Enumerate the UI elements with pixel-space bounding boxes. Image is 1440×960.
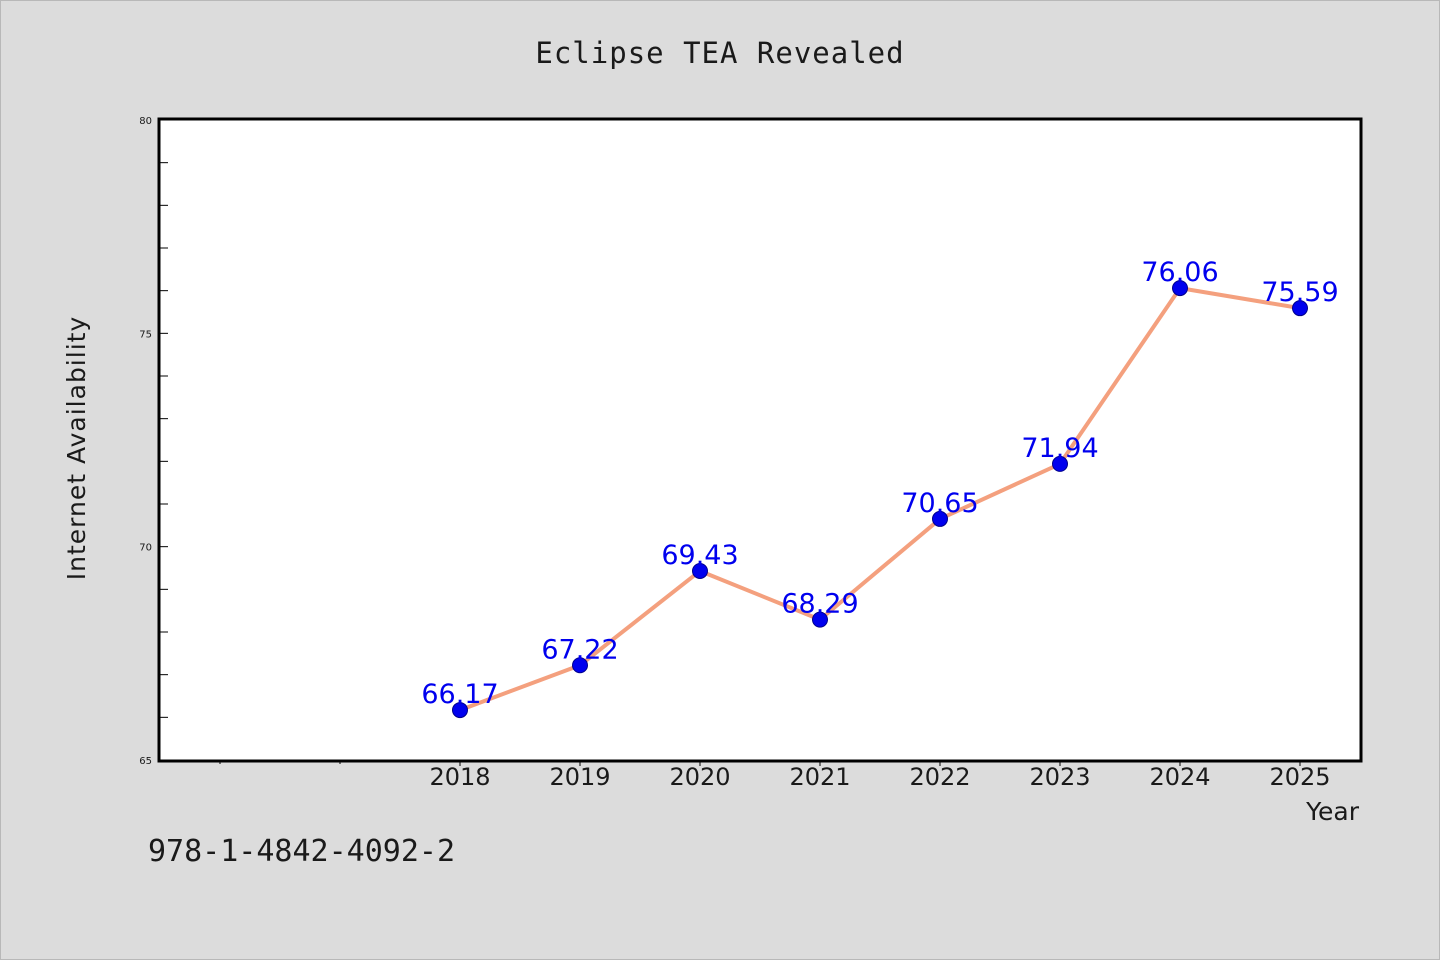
data-point (452, 702, 468, 719)
data-label: 71.94 (1021, 433, 1098, 464)
y-tick-label: 75 (139, 329, 152, 340)
data-point (812, 611, 828, 628)
y-axis-label: Internet Availability (62, 316, 91, 580)
data-point (1052, 455, 1068, 472)
isbn-text: 978-1-4842-4092-2 (148, 834, 456, 869)
data-labels: 66.17 67.22 69.43 68.29 70.65 71.94 76.06 75.59 (421, 257, 1338, 710)
data-label: 76.06 (1141, 257, 1218, 288)
chart-title: Eclipse TEA Revealed (535, 36, 905, 70)
data-label: 70.65 (901, 488, 978, 519)
data-label: 75.59 (1261, 277, 1338, 308)
y-tick-label: 80 (139, 116, 152, 127)
series-line (459, 286, 1301, 712)
data-point (1292, 300, 1308, 317)
x-tick-label: 2018 (429, 763, 490, 791)
plot-area (157, 117, 1363, 763)
x-tick-label: 2019 (549, 763, 610, 791)
x-axis-label: Year (1305, 797, 1360, 826)
data-label: 68.29 (781, 589, 858, 620)
data-label: 67.22 (541, 634, 618, 665)
data-point (692, 562, 708, 579)
x-tick-label: 2025 (1269, 763, 1330, 791)
data-label: 66.17 (421, 679, 498, 710)
data-markers (452, 280, 1308, 719)
x-tick-label: 2023 (1029, 763, 1090, 791)
y-tick-label: 65 (139, 756, 152, 767)
data-point (1172, 280, 1188, 297)
y-minor-ticks (160, 119, 168, 761)
y-tick-label: 70 (139, 543, 152, 554)
x-tick-label: 2021 (789, 763, 850, 791)
x-tick-label: 2020 (669, 763, 730, 791)
x-tick-label: 2022 (909, 763, 970, 791)
data-label: 69.43 (661, 540, 738, 571)
data-point (932, 510, 948, 527)
data-point (572, 657, 588, 674)
y-axis-ticks: 65 70 75 80 (139, 116, 152, 767)
x-axis-ticks: 2018 2019 2020 2021 2022 2023 2024 2025 (429, 760, 1331, 791)
x-tick-label: 2024 (1149, 763, 1210, 791)
